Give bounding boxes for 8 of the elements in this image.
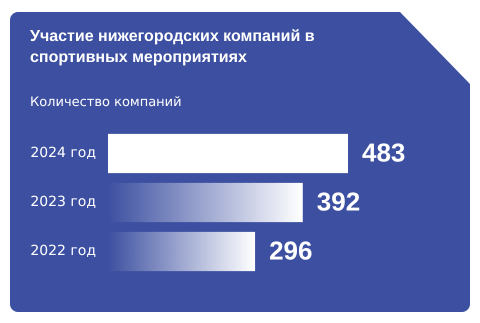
- data-label: 296: [269, 236, 312, 266]
- data-label: 483: [362, 138, 406, 168]
- chart-title: Участие нижегородских компаний в спортивных мероприятиях: [30, 27, 316, 68]
- y-tick-label: 2023 год: [30, 194, 96, 210]
- x-axis-title: Количество компаний: [30, 95, 182, 110]
- y-tick-label: 2022 год: [30, 243, 96, 260]
- y-tick-label: 2024 год: [30, 145, 96, 162]
- data-label: 392: [316, 186, 360, 217]
